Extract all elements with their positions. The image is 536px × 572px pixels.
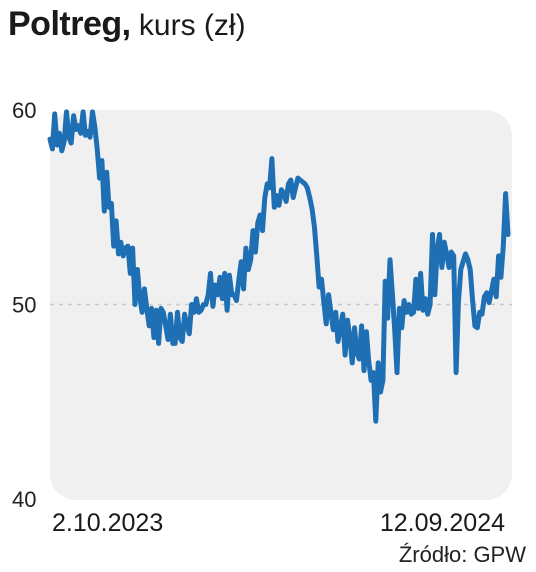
y-tick-label-50: 50	[12, 293, 36, 318]
chart-title: Poltreg, kurs (zł)	[8, 4, 246, 46]
y-tick-label-40: 40	[12, 487, 36, 512]
plot-background	[50, 110, 512, 500]
y-tick-label-60: 60	[12, 98, 36, 123]
x-tick-label-1: 12.09.2024	[380, 509, 505, 537]
source-note: Źródło: GPW	[398, 542, 526, 567]
x-tick-label-0: 2.10.2023	[52, 509, 163, 537]
chart-title-rest: kurs (zł)	[130, 9, 246, 42]
chart-title-bold: Poltreg,	[8, 5, 131, 43]
x-axis: 2.10.2023 12.09.2024	[52, 509, 505, 537]
series-layer	[47, 109, 511, 424]
y-axis: 40 50 60	[12, 98, 36, 512]
series-line-0	[47, 109, 511, 424]
